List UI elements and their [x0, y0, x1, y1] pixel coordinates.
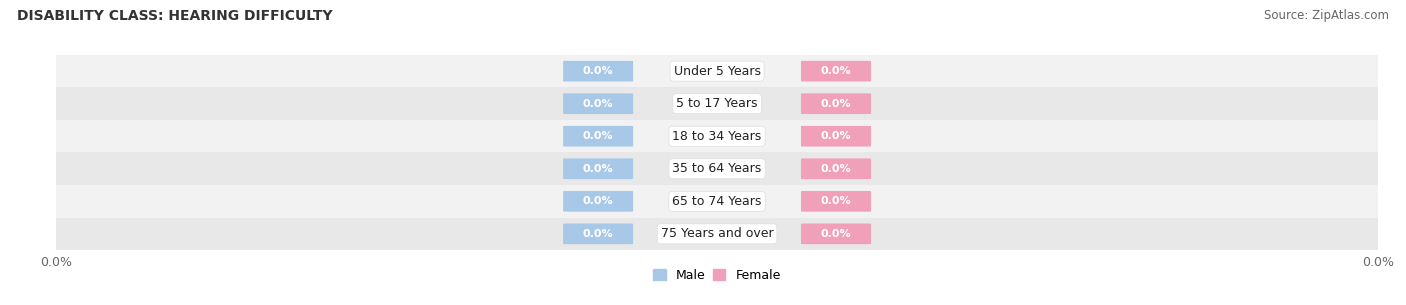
FancyBboxPatch shape [801, 158, 872, 179]
Text: Under 5 Years: Under 5 Years [673, 65, 761, 78]
Text: 0.0%: 0.0% [583, 66, 613, 76]
Text: 0.0%: 0.0% [583, 229, 613, 239]
Text: 0.0%: 0.0% [821, 164, 851, 174]
Text: 75 Years and over: 75 Years and over [661, 227, 773, 240]
Text: 0.0%: 0.0% [583, 164, 613, 174]
Text: 0.0%: 0.0% [821, 196, 851, 206]
Text: 0.0%: 0.0% [583, 99, 613, 109]
Bar [56, 217, 1378, 250]
Bar [56, 88, 1378, 120]
FancyBboxPatch shape [562, 224, 633, 244]
Text: 65 to 74 Years: 65 to 74 Years [672, 195, 762, 208]
Bar [56, 120, 1378, 152]
Text: 0.0%: 0.0% [821, 229, 851, 239]
FancyBboxPatch shape [562, 191, 633, 212]
FancyBboxPatch shape [562, 126, 633, 147]
Text: 0.0%: 0.0% [821, 66, 851, 76]
Bar [56, 185, 1378, 217]
Text: 5 to 17 Years: 5 to 17 Years [676, 97, 758, 110]
Text: 0.0%: 0.0% [583, 131, 613, 141]
FancyBboxPatch shape [562, 93, 633, 114]
Text: 0.0%: 0.0% [821, 131, 851, 141]
Text: 18 to 34 Years: 18 to 34 Years [672, 130, 762, 143]
FancyBboxPatch shape [801, 126, 872, 147]
Bar [56, 55, 1378, 88]
Legend: Male, Female: Male, Female [648, 264, 786, 287]
Text: 0.0%: 0.0% [821, 99, 851, 109]
FancyBboxPatch shape [801, 61, 872, 81]
Text: 0.0%: 0.0% [583, 196, 613, 206]
Bar [56, 152, 1378, 185]
Text: 35 to 64 Years: 35 to 64 Years [672, 162, 762, 175]
FancyBboxPatch shape [801, 224, 872, 244]
FancyBboxPatch shape [562, 158, 633, 179]
FancyBboxPatch shape [801, 191, 872, 212]
FancyBboxPatch shape [801, 93, 872, 114]
Text: Source: ZipAtlas.com: Source: ZipAtlas.com [1264, 9, 1389, 22]
Text: DISABILITY CLASS: HEARING DIFFICULTY: DISABILITY CLASS: HEARING DIFFICULTY [17, 9, 332, 23]
FancyBboxPatch shape [562, 61, 633, 81]
